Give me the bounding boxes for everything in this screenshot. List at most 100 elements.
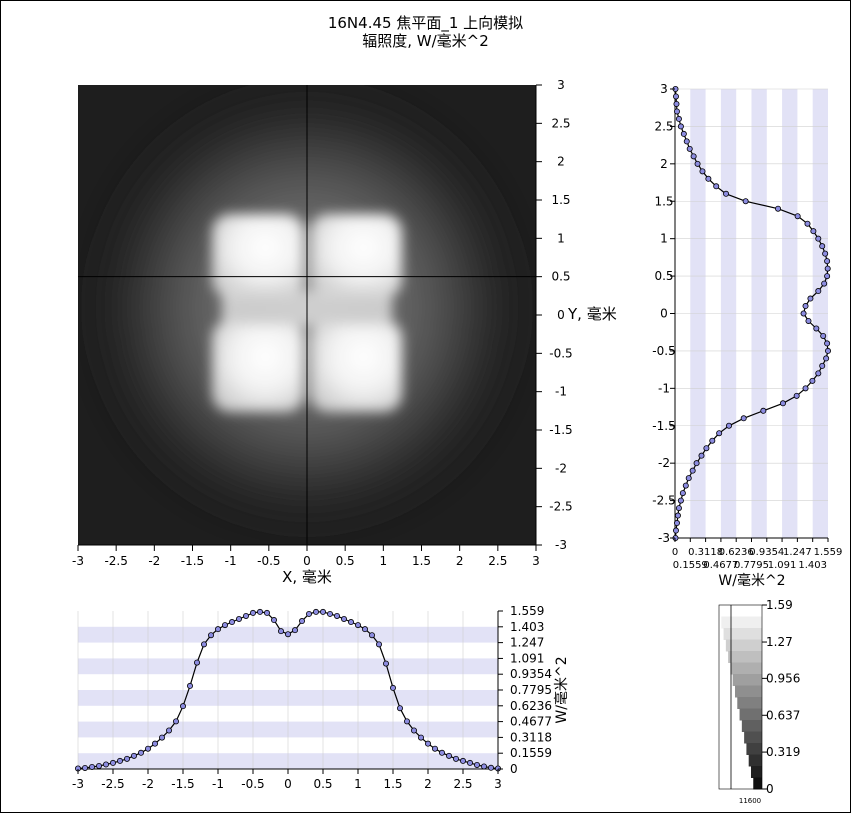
map-y-tick-label: -3: [555, 538, 567, 552]
colorbar-segment: [739, 708, 762, 721]
horizontal-profile-point: [445, 752, 452, 759]
horizontal-profile-point: [368, 632, 375, 639]
horizontal-profile-point: [382, 660, 389, 667]
horizontal-profile-point: [291, 627, 298, 634]
colorbar-segment: [719, 605, 762, 617]
horizontal-profile-point: [165, 727, 172, 734]
horizontal-profile-point: [431, 745, 438, 752]
horizontal-profile-point: [96, 762, 103, 769]
horizontal-profile-point: [137, 749, 144, 756]
vertical-profile-y-tick-label: 1: [660, 232, 668, 246]
vertical-profile-point: [824, 273, 831, 280]
vertical-profile-point: [686, 145, 693, 152]
vertical-profile-x-tick-label: 0.9354: [749, 547, 784, 558]
horizontal-profile-point: [186, 682, 193, 689]
horizontal-profile-point: [89, 763, 96, 770]
colorbar-segment: [725, 639, 762, 652]
vertical-profile-point: [705, 175, 712, 182]
vertical-profile-point: [725, 422, 732, 429]
map-x-tick-label: 2.5: [488, 554, 507, 568]
horizontal-profile-x-tick-label: 2.5: [453, 777, 472, 791]
vertical-profile-point: [740, 415, 747, 422]
map-y-tick-label: 0: [557, 308, 565, 322]
horizontal-profile-y-tick-label: 0.3118: [510, 730, 552, 744]
map-x-axis-label: X, 毫米: [282, 568, 332, 586]
horizontal-profile-point: [179, 703, 186, 710]
horizontal-profile-point: [117, 757, 124, 764]
horizontal-profile-point: [235, 616, 242, 623]
vertical-profile-point: [824, 340, 831, 347]
horizontal-profile-y-tick-label: 1.559: [510, 604, 544, 618]
vertical-profile-point: [822, 250, 829, 257]
map-y-tick-label: 1.5: [551, 193, 570, 207]
horizontal-profile-point: [103, 761, 110, 768]
horizontal-profile-point: [158, 734, 165, 741]
vertical-profile-point: [819, 243, 826, 250]
horizontal-profile-point: [214, 626, 221, 633]
colorbar-segment: [723, 628, 762, 640]
vertical-profile-point: [703, 445, 710, 452]
horizontal-profile-y-tick-label: 0.9354: [510, 667, 552, 681]
horizontal-profile-point: [263, 609, 270, 616]
vertical-profile-y-tick-label: 0: [660, 307, 668, 321]
vertical-profile-y-tick-label: -3: [658, 531, 670, 545]
vertical-profile-point: [673, 520, 680, 527]
horizontal-profile-point: [333, 612, 340, 619]
vertical-profile-point: [800, 310, 807, 317]
horizontal-profile-y-tick-label: 1.091: [510, 651, 544, 665]
map-y-tick-label: -2: [555, 461, 567, 475]
vertical-profile-y-tick-label: 3: [660, 82, 668, 96]
vertical-profile-point: [815, 288, 822, 295]
colorbar-tick-label: 0.956: [766, 671, 800, 685]
vertical-profile-point: [713, 183, 720, 190]
vertical-profile-point: [807, 295, 814, 302]
horizontal-profile-point: [228, 619, 235, 626]
vertical-profile-point: [673, 108, 680, 115]
horizontal-profile-point: [466, 759, 473, 766]
colorbar-segment: [750, 766, 762, 778]
vertical-profile-y-tick-label: 0.5: [654, 269, 673, 283]
vertical-profile-point: [819, 362, 826, 369]
vertical-profile-y-tick-label: -2: [658, 456, 670, 470]
vertical-profile-y-tick-label: 2.5: [654, 119, 673, 133]
vertical-profile-point: [698, 452, 705, 459]
colorbar-tick-label: 0.637: [766, 708, 800, 722]
map-spot-upper-left: [212, 214, 304, 298]
horizontal-profile-y-label: W/毫米^2: [553, 656, 570, 723]
vertical-profile-point: [815, 235, 822, 242]
map-x-tick-label: 1: [380, 554, 388, 568]
horizontal-profile-point: [312, 608, 319, 615]
vertical-profile-point: [682, 482, 689, 489]
map-y-tick-label: -1: [555, 385, 567, 399]
horizontal-profile-point: [354, 622, 361, 629]
horizontal-profile-y-tick-label: 0.4677: [510, 715, 552, 729]
vertical-profile-point: [825, 347, 832, 354]
vertical-profile-point: [804, 220, 811, 227]
horizontal-profile-point: [151, 740, 158, 747]
vertical-profile-point: [760, 407, 767, 414]
horizontal-profile-y-tick-label: 0.6236: [510, 699, 552, 713]
colorbar: 1.59 1.27 0.956 0.637 0.319 0 11600: [718, 598, 800, 805]
map-spot-upper-right: [310, 214, 402, 298]
horizontal-profile-point: [326, 610, 333, 617]
horizontal-profile-y-tick-label: 0.1559: [510, 746, 552, 760]
vertical-profile-point: [793, 392, 800, 399]
colorbar-tick-label: 0: [766, 782, 774, 796]
vertical-profile-point: [716, 430, 723, 437]
title-line-1: 16N4.45 焦平面_1 上向模拟: [327, 14, 524, 32]
horizontal-profile-plot: -3 -2.5 -2 -1.5 -1 -0.5 0 0.5 1 1.5 2 2.5 3 1.559 1.40…: [72, 604, 552, 791]
horizontal-profile-y-tick-label: 1.247: [510, 636, 544, 650]
vertical-profile-x-label: W/毫米^2: [718, 572, 785, 589]
horizontal-profile-point: [130, 752, 137, 759]
map-x-tick-label: 2: [456, 554, 464, 568]
chart-title: 16N4.45 焦平面_1 上向模拟 辐照度, W/毫米^2: [0, 14, 851, 50]
vertical-profile-x-tick-label: 1.403: [798, 560, 827, 571]
vertical-profile-y-tick-label: -2.5: [652, 494, 675, 508]
horizontal-profile-point: [270, 617, 277, 624]
vertical-profile-point: [685, 475, 692, 482]
horizontal-profile-x-tick-label: -1.5: [171, 777, 194, 791]
colorbar-tick-label: 0.319: [766, 745, 800, 759]
map-spot-lower-right: [310, 320, 402, 412]
vertical-profile-point: [775, 205, 782, 212]
vertical-profile-point: [672, 527, 679, 534]
